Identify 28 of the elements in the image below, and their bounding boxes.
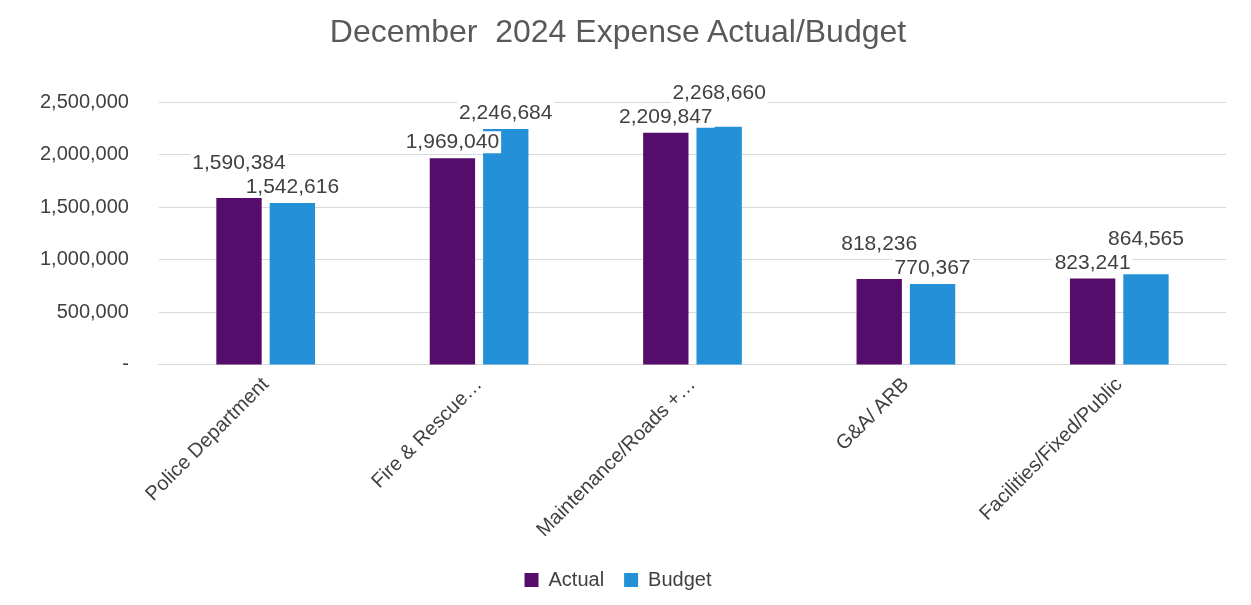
- data-label: 818,236: [841, 231, 918, 255]
- bar: [909, 284, 956, 365]
- y-tick-label: 1,500,000: [39, 194, 129, 217]
- bar: [269, 202, 316, 365]
- chart-title: December 2024 Expense Actual/Budget: [329, 13, 907, 50]
- data-label: 1,542,616: [245, 174, 340, 198]
- y-tick-label: 1,000,000: [39, 247, 129, 270]
- data-label: 823,241: [1054, 249, 1131, 273]
- legend-label: Actual: [548, 567, 605, 590]
- data-label: 770,367: [894, 255, 971, 279]
- bar: [429, 158, 476, 365]
- y-tick-label: 2,000,000: [39, 142, 129, 165]
- y-tick-label: 2,500,000: [39, 89, 129, 112]
- data-label: 1,590,384: [192, 150, 287, 174]
- data-label: 2,209,847: [619, 104, 713, 128]
- data-label: 864,565: [1108, 225, 1184, 249]
- bar: [856, 278, 902, 365]
- bar: [216, 197, 262, 365]
- data-label: 2,246,684: [459, 100, 553, 124]
- legend-label: Budget: [648, 567, 712, 590]
- bar: [1123, 274, 1169, 365]
- y-tick-label: -: [122, 352, 129, 375]
- bar: [643, 132, 689, 365]
- bar: [1069, 278, 1116, 365]
- bar: [696, 126, 742, 365]
- y-tick-label: 500,000: [56, 299, 129, 322]
- data-label: 1,969,040: [405, 129, 500, 153]
- data-label: 2,268,660: [672, 80, 766, 104]
